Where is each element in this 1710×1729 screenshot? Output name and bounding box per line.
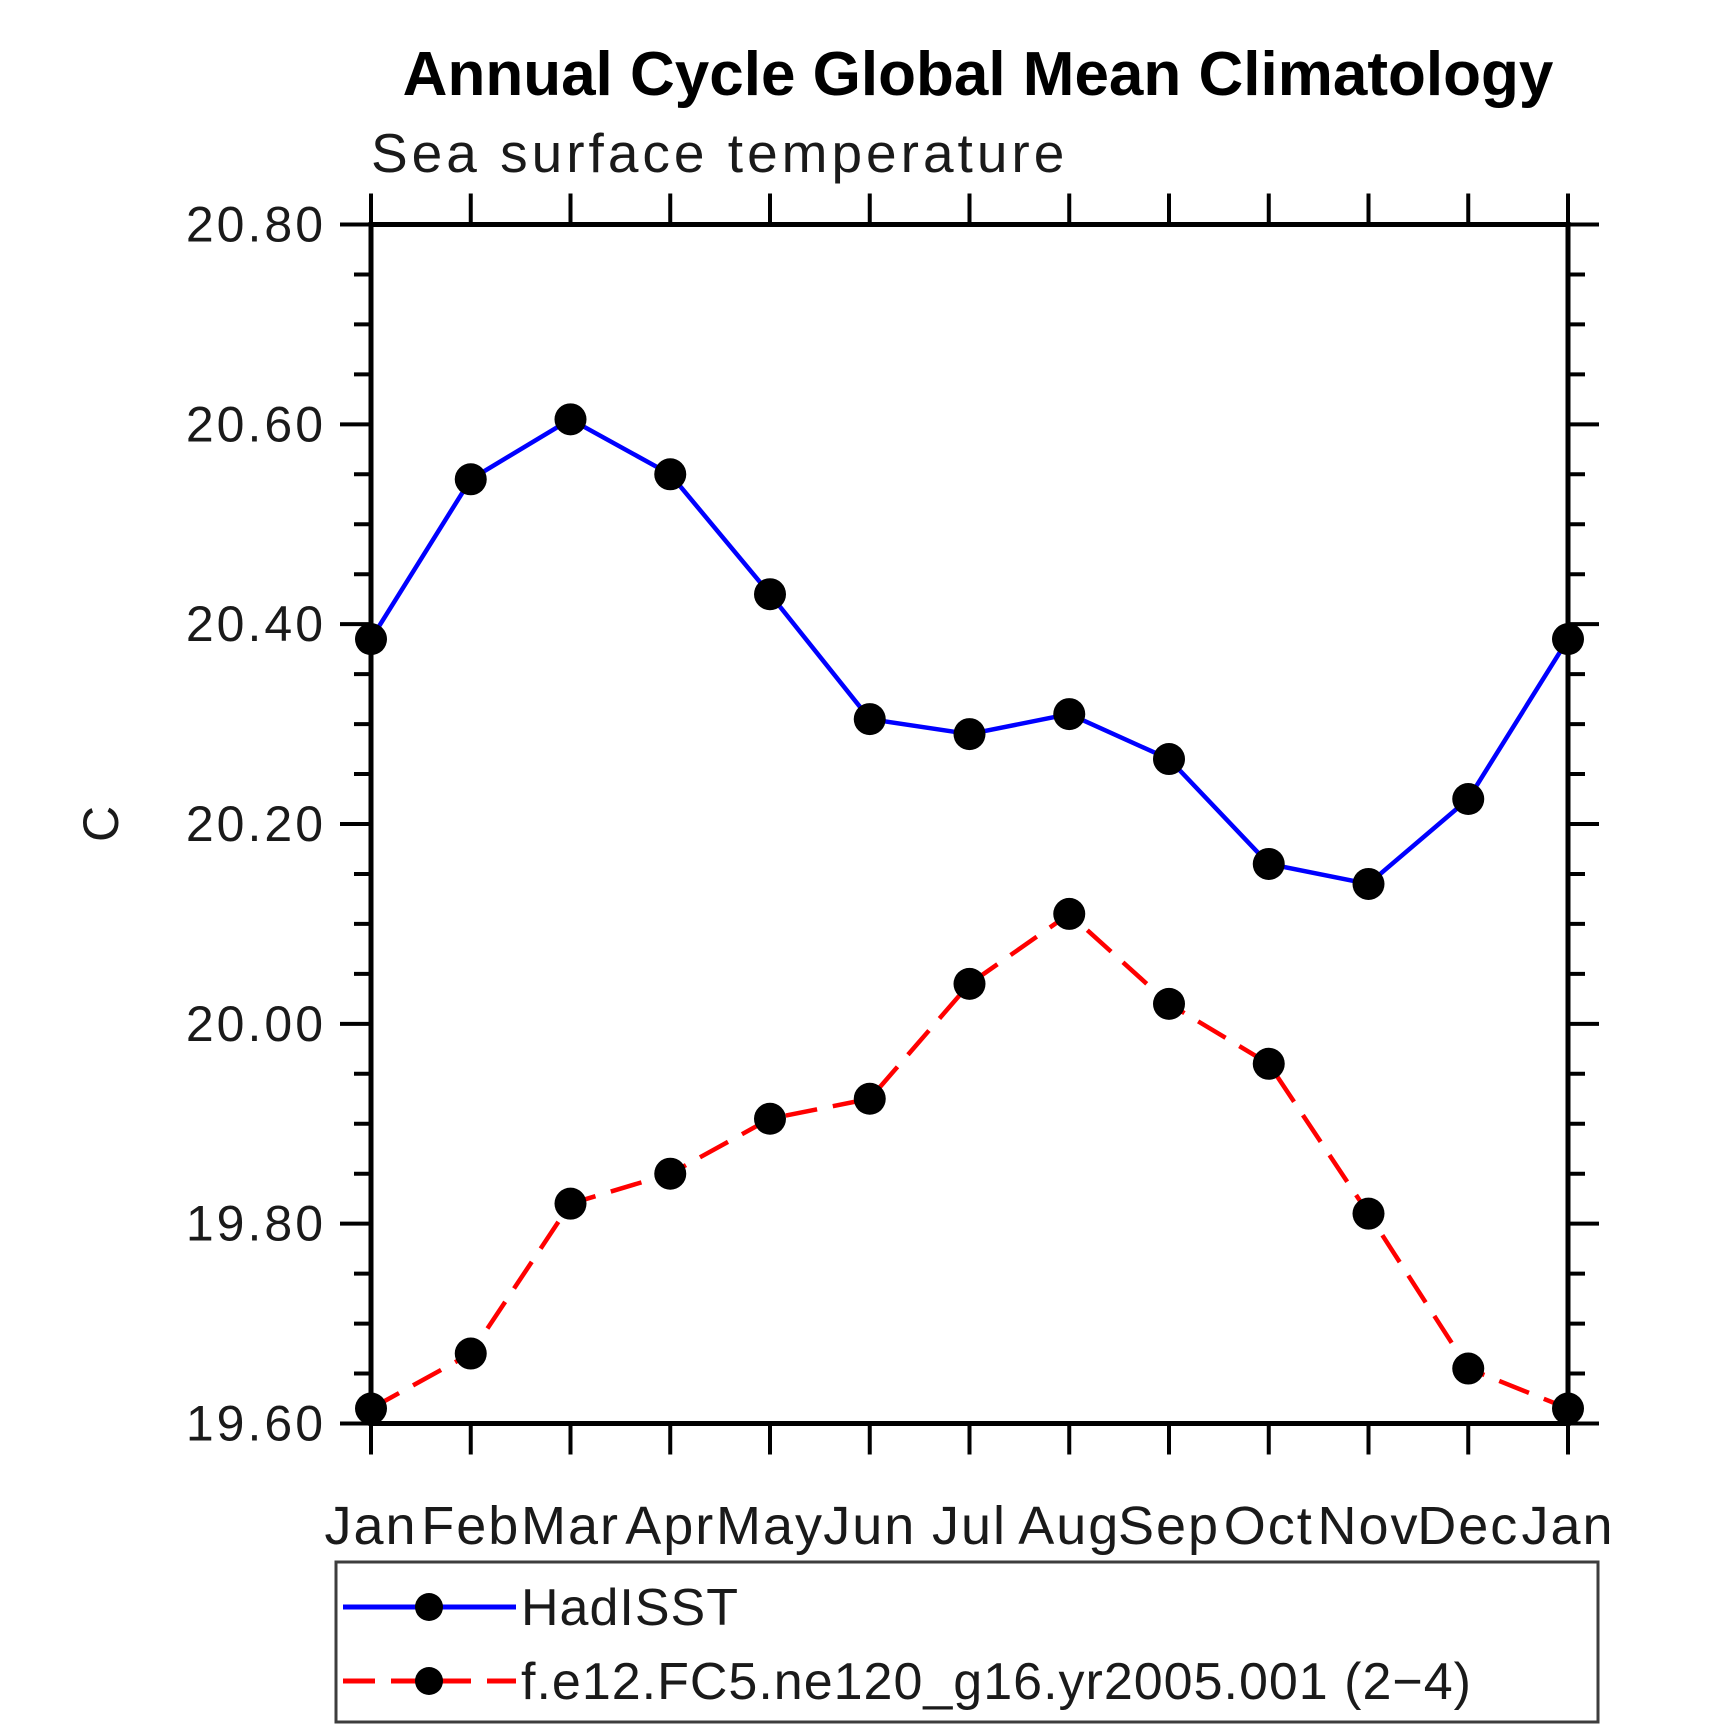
legend-box: HadISST f.e12.FC5.ne120_g16.yr2005.001 (… (334, 1560, 1600, 1724)
data-point-marker (1252, 847, 1285, 880)
x-tick-label: Oct (1224, 1496, 1314, 1556)
legend-label-hadisst: HadISST (521, 1579, 739, 1637)
data-point-marker (1352, 1197, 1385, 1230)
data-point-marker (554, 403, 587, 436)
data-point-marker (1352, 867, 1385, 900)
data-point-marker (754, 578, 786, 611)
legend-label-model: f.e12.FC5.ne120_g16.yr2005.001 (2−4) (521, 1653, 1472, 1711)
y-tick-label: 19.60 (186, 1396, 326, 1452)
x-tick-label: Feb (421, 1496, 520, 1556)
y-tick-label: 19.80 (186, 1196, 326, 1252)
data-point-marker (953, 718, 986, 751)
legend-marker-dot (415, 1593, 443, 1621)
data-point-marker (454, 463, 487, 496)
data-point-marker (953, 967, 986, 1000)
data-point-marker (853, 1082, 886, 1115)
data-point-marker (1552, 623, 1584, 656)
data-point-marker (1452, 1352, 1485, 1385)
data-point-marker (853, 703, 886, 736)
data-point-marker (1252, 1047, 1285, 1080)
data-point-marker (1153, 743, 1185, 776)
data-point-marker (1053, 897, 1086, 930)
data-point-marker (1452, 783, 1485, 816)
y-tick-label: 20.40 (186, 596, 326, 652)
x-axis-ticks (369, 193, 1570, 1455)
y-axis-title: C (73, 806, 129, 842)
data-point-marker (654, 1157, 687, 1190)
data-point-marker (1153, 987, 1185, 1020)
y-axis-ticks (340, 222, 1599, 1426)
data-point-marker (355, 1392, 387, 1425)
data-point-marker (355, 623, 387, 656)
x-tick-label: Nov (1317, 1496, 1419, 1556)
data-point-marker (654, 458, 687, 491)
chart-title: Annual Cycle Global Mean Climatology (403, 40, 1554, 109)
y-tick-label: 20.20 (186, 796, 326, 852)
data-point-marker (1552, 1392, 1584, 1425)
x-tick-label: Mar (521, 1496, 620, 1556)
y-tick-label: 20.00 (186, 996, 326, 1052)
x-tick-label: Sep (1118, 1496, 1220, 1556)
legend-entry-model: f.e12.FC5.ne120_g16.yr2005.001 (2−4) (343, 1653, 1472, 1711)
x-tick-label: Jan (324, 1496, 417, 1556)
y-tick-label: 20.60 (186, 396, 326, 452)
data-series-markers (355, 403, 1584, 1425)
series-line-hadisst (369, 417, 1570, 887)
y-tick-label: 20.80 (186, 197, 326, 253)
legend-marker-dot (415, 1667, 443, 1695)
chart-subtitle: Sea surface temperature (371, 122, 1068, 184)
data-point-marker (554, 1187, 587, 1220)
x-tick-label: Jun (823, 1496, 916, 1556)
x-tick-label: Aug (1018, 1496, 1120, 1556)
legend-entry-hadisst: HadISST (343, 1579, 739, 1637)
legend-border (334, 1560, 1600, 1724)
x-tick-label: Jul (932, 1496, 1007, 1556)
x-tick-label: Jan (1521, 1496, 1614, 1556)
y-axis-tick-labels: 20.80 20.60 20.40 20.20 20.00 19.80 19.60 (186, 197, 326, 1452)
data-point-marker (454, 1337, 487, 1370)
x-tick-label: May (716, 1496, 824, 1556)
data-point-marker (754, 1102, 786, 1135)
data-series-lines (369, 417, 1570, 1411)
x-tick-label: Apr (625, 1496, 715, 1556)
x-tick-label: Dec (1417, 1496, 1519, 1556)
data-point-marker (1053, 698, 1086, 731)
